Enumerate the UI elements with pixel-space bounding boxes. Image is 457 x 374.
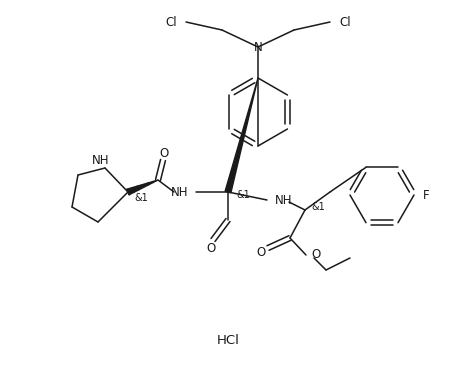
Text: N: N bbox=[254, 40, 262, 53]
Text: O: O bbox=[311, 248, 320, 261]
Text: NH: NH bbox=[170, 186, 188, 199]
Polygon shape bbox=[225, 78, 258, 193]
Text: F: F bbox=[423, 188, 430, 202]
Text: Cl: Cl bbox=[165, 15, 177, 28]
Text: Cl: Cl bbox=[339, 15, 351, 28]
Text: NH: NH bbox=[92, 153, 110, 166]
Text: HCl: HCl bbox=[217, 334, 239, 346]
Polygon shape bbox=[127, 180, 158, 195]
Text: &1: &1 bbox=[311, 202, 325, 212]
Text: O: O bbox=[207, 242, 216, 254]
Text: O: O bbox=[256, 246, 266, 260]
Text: O: O bbox=[159, 147, 169, 159]
Text: &1: &1 bbox=[134, 193, 148, 203]
Text: &1: &1 bbox=[236, 190, 250, 200]
Text: NH: NH bbox=[275, 193, 292, 206]
